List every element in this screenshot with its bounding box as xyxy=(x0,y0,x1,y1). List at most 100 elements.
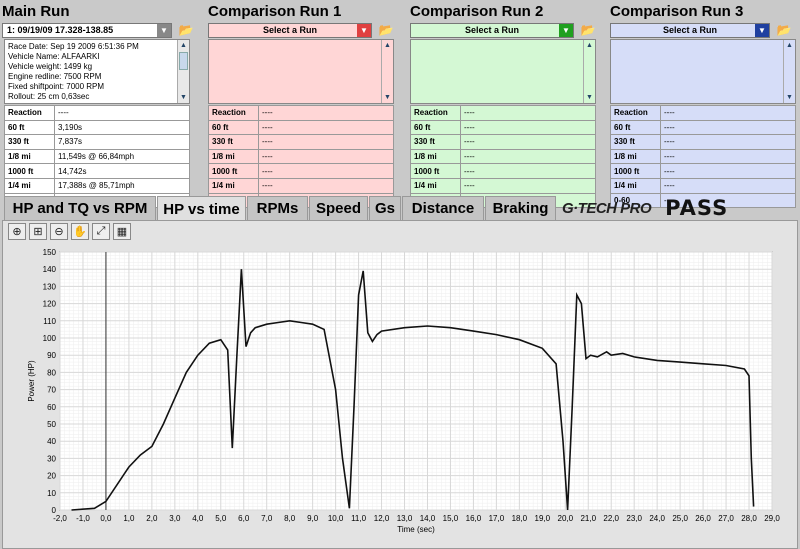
grid-icon[interactable]: ▦ xyxy=(113,223,131,240)
x-tick-label: 14,0 xyxy=(420,514,436,523)
result-value: ---- xyxy=(660,163,796,179)
result-label: 330 ft xyxy=(4,134,55,150)
result-value: ---- xyxy=(660,105,796,121)
x-tick-label: 19,0 xyxy=(535,514,551,523)
tab-bar: HP and TQ vs RPM HP vs time RPMs Speed G… xyxy=(0,196,800,221)
x-tick-label: -1,0 xyxy=(76,514,90,523)
x-tick-label: 28,0 xyxy=(741,514,757,523)
y-tick-label: 10 xyxy=(47,489,56,498)
x-tick-label: 25,0 xyxy=(672,514,688,523)
y-tick-label: 150 xyxy=(43,248,57,257)
x-tick-label: 23,0 xyxy=(626,514,642,523)
x-tick-label: -2,0 xyxy=(53,514,67,523)
tab-distance[interactable]: Distance xyxy=(402,196,484,220)
results-row: 330 ft 7,837s xyxy=(4,134,190,150)
results-row: 60 ft 3,190s xyxy=(4,119,190,136)
result-value: ---- xyxy=(660,134,796,150)
scroll-up-icon[interactable]: ▲ xyxy=(180,42,187,49)
result-value: ---- xyxy=(54,105,190,121)
y-tick-label: 130 xyxy=(43,282,57,291)
tab-hp-vs-time[interactable]: HP vs time xyxy=(157,196,246,221)
result-value: ---- xyxy=(460,163,596,179)
main-run-results-table: Reaction ---- 60 ft 3,190s 330 ft 7,837s 1/8 m… xyxy=(4,105,190,209)
result-value: ---- xyxy=(460,134,596,150)
result-label: 60 ft xyxy=(208,119,259,136)
tab-rpms[interactable]: RPMs xyxy=(247,196,308,220)
result-label: 1000 ft xyxy=(410,163,461,179)
result-label: Reaction xyxy=(410,105,461,121)
open-folder-icon[interactable]: 📂 xyxy=(378,23,394,37)
x-tick-label: 4,0 xyxy=(192,514,204,523)
info-scrollbar[interactable]: ▲ ▼ xyxy=(783,40,795,103)
comparison-run-1-selector-row: Select a Run ▼ 📂 xyxy=(208,22,396,38)
open-folder-icon[interactable]: 📂 xyxy=(178,23,194,37)
scroll-up-icon[interactable]: ▲ xyxy=(384,42,391,49)
results-row: Reaction ---- xyxy=(410,105,596,121)
zoom-in-icon[interactable]: ⊕ xyxy=(8,223,26,240)
pan-hand-icon[interactable]: ✋ xyxy=(71,223,89,240)
x-tick-label: 26,0 xyxy=(695,514,711,523)
info-scrollbar[interactable]: ▲ ▼ xyxy=(583,40,595,103)
result-label: 1000 ft xyxy=(4,163,55,179)
scroll-up-icon[interactable]: ▲ xyxy=(786,42,793,49)
comparison-run-3-title: Comparison Run 3 xyxy=(610,3,744,20)
chevron-down-icon[interactable]: ▼ xyxy=(755,23,769,37)
plot-area xyxy=(59,251,773,511)
result-value: ---- xyxy=(660,119,796,136)
info-line: Vehicle Name: ALFAARKI xyxy=(8,52,100,61)
results-row: 1000 ft ---- xyxy=(208,163,394,179)
result-value: ---- xyxy=(460,119,596,136)
power-series-line xyxy=(71,269,755,511)
info-line: Vehicle weight: 1499 kg xyxy=(8,62,93,71)
result-value: ---- xyxy=(460,105,596,121)
results-row: 1/8 mi ---- xyxy=(610,148,796,165)
tab-gs[interactable]: Gs xyxy=(369,196,401,220)
chevron-down-icon[interactable]: ▼ xyxy=(357,23,371,37)
chevron-down-icon[interactable]: ▼ xyxy=(157,23,171,37)
info-scrollbar[interactable]: ▲ ▼ xyxy=(177,40,189,103)
comparison-run-3-panel: Comparison Run 3 Select a Run ▼ 📂 ▲ ▼ Re… xyxy=(608,0,800,209)
info-scrollbar[interactable]: ▲ ▼ xyxy=(381,40,393,103)
results-row: 1/4 mi 17,388s @ 85,71mph xyxy=(4,177,190,194)
scroll-thumb[interactable] xyxy=(179,52,188,70)
scroll-down-icon[interactable]: ▼ xyxy=(180,94,187,101)
result-label: 1000 ft xyxy=(610,163,661,179)
zoom-out-icon[interactable]: ⊖ xyxy=(50,223,68,240)
tab-braking[interactable]: Braking xyxy=(485,196,556,220)
pass-logo: PASS xyxy=(665,196,729,220)
comparison-run-1-selector[interactable]: Select a Run ▼ xyxy=(208,22,372,38)
y-tick-label: 110 xyxy=(43,317,56,326)
x-tick-label: 16,0 xyxy=(466,514,482,523)
results-row: Reaction ---- xyxy=(4,105,190,121)
scroll-down-icon[interactable]: ▼ xyxy=(384,94,391,101)
results-row: 1/4 mi ---- xyxy=(610,177,796,194)
result-label: 60 ft xyxy=(610,119,661,136)
comparison-run-2-selector[interactable]: Select a Run ▼ xyxy=(410,22,574,38)
autoscale-icon[interactable]: ⤢ xyxy=(92,223,110,240)
results-row: 60 ft ---- xyxy=(410,119,596,136)
tab-speed[interactable]: Speed xyxy=(309,196,368,220)
results-row: 330 ft ---- xyxy=(610,134,796,150)
chevron-down-icon[interactable]: ▼ xyxy=(559,23,573,37)
open-folder-icon[interactable]: 📂 xyxy=(776,23,792,37)
result-value: ---- xyxy=(258,105,394,121)
scroll-up-icon[interactable]: ▲ xyxy=(586,42,593,49)
tab-hp-and-tq-vs-rpm[interactable]: HP and TQ vs RPM xyxy=(4,196,156,220)
result-label: 1/4 mi xyxy=(4,177,55,194)
x-tick-label: 6,0 xyxy=(238,514,250,523)
result-value: ---- xyxy=(460,148,596,165)
comparison-run-3-selector[interactable]: Select a Run ▼ xyxy=(610,22,770,38)
main-run-panel: Main Run 1: 09/19/09 17.328-138.85 ▼ 📂 R… xyxy=(0,0,204,209)
main-run-selector-row: 1: 09/19/09 17.328-138.85 ▼ 📂 xyxy=(2,22,196,38)
x-tick-label: 13,0 xyxy=(397,514,413,523)
open-folder-icon[interactable]: 📂 xyxy=(580,23,596,37)
scroll-down-icon[interactable]: ▼ xyxy=(786,94,793,101)
results-row: Reaction ---- xyxy=(208,105,394,121)
result-value: ---- xyxy=(258,177,394,194)
comparison-run-3-info-box: ▲ ▼ xyxy=(610,39,796,104)
scroll-down-icon[interactable]: ▼ xyxy=(586,94,593,101)
result-label: 1000 ft xyxy=(208,163,259,179)
zoom-box-icon[interactable]: ⊞ xyxy=(29,223,47,240)
main-run-selector[interactable]: 1: 09/19/09 17.328-138.85 ▼ xyxy=(2,22,172,38)
y-tick-label: 30 xyxy=(47,454,56,463)
